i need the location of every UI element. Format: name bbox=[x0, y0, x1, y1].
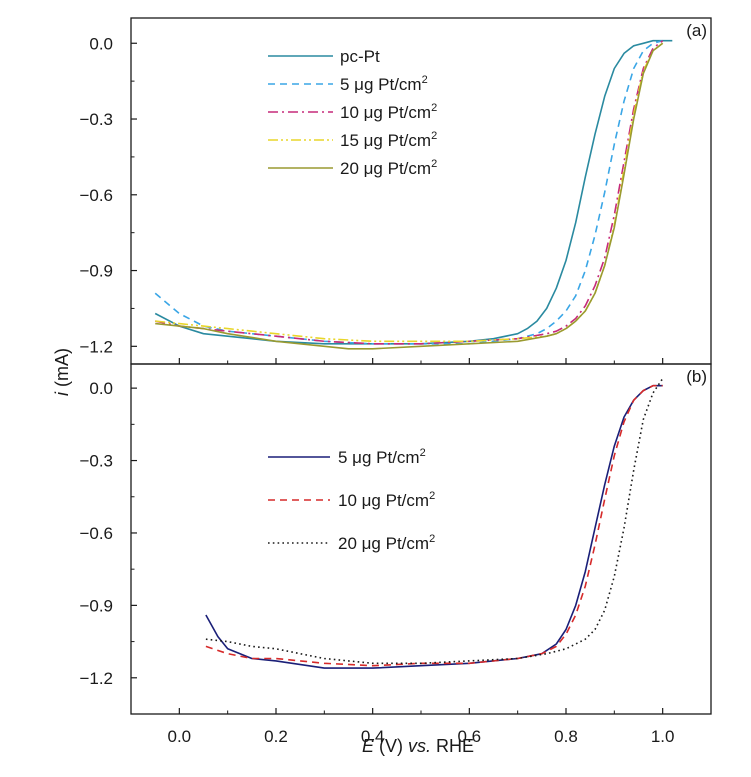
series-line-b-pt-20 bbox=[205, 378, 664, 665]
legend-label-text: 10 μg Pt/cm bbox=[340, 103, 431, 122]
legend-label-text: 10 μg Pt/cm bbox=[338, 491, 429, 510]
legend-label-text: 20 μg Pt/cm bbox=[340, 159, 431, 178]
series-line-b-pt-5 bbox=[205, 384, 663, 669]
x-axis-title: E (V) vs. RHE bbox=[362, 736, 474, 756]
y-tick-label: −1.2 bbox=[79, 337, 113, 356]
x-tick-label: 0.4 bbox=[361, 727, 385, 746]
legend-label-pt-15: 15 μg Pt/cm2 bbox=[340, 130, 437, 150]
legend-label-b-pt-10: 10 μg Pt/cm2 bbox=[338, 490, 435, 510]
series-line-pt-15 bbox=[155, 42, 664, 343]
series-line-pt-5 bbox=[154, 39, 663, 345]
x-tick-label: 0.2 bbox=[264, 727, 288, 746]
x-tick-label: 1.0 bbox=[651, 727, 675, 746]
y-axis-title: i (mA) bbox=[52, 348, 72, 396]
y-tick-label: −0.3 bbox=[79, 452, 113, 471]
legend-label-b-pt-20: 20 μg Pt/cm2 bbox=[338, 533, 435, 553]
y-tick-label: 0.0 bbox=[89, 379, 113, 398]
y-tick-label: −0.6 bbox=[79, 524, 113, 543]
x-tick-label: 0.8 bbox=[554, 727, 578, 746]
legend-label-b-pt-5: 5 μg Pt/cm2 bbox=[338, 447, 426, 467]
y-tick-label: −0.3 bbox=[79, 110, 113, 129]
legend-label-pc-pt: pc-Pt bbox=[340, 47, 380, 66]
legend-label-pt-5: 5 μg Pt/cm2 bbox=[340, 74, 428, 94]
panel-tag: (a) bbox=[686, 21, 707, 40]
x-axis-reference: RHE bbox=[431, 736, 474, 756]
legend-label-pt-20: 20 μg Pt/cm2 bbox=[340, 158, 437, 178]
legend-label-text: 20 μg Pt/cm bbox=[338, 534, 429, 553]
y-tick-label: −1.2 bbox=[79, 669, 113, 688]
legend-label-superscript: 2 bbox=[431, 102, 437, 114]
legend-label-pt-10: 10 μg Pt/cm2 bbox=[340, 102, 437, 122]
x-axis-versus: vs. bbox=[408, 736, 431, 756]
panel-b: 0.0 −0.3 −0.6 −0.9 −1.2 0.0 0.2 0.4 0.6 0.8 1.0 5 μ… bbox=[79, 363, 712, 746]
legend-label-superscript: 2 bbox=[420, 447, 426, 459]
y-tick-label: 0.0 bbox=[89, 34, 113, 53]
y-axis-symbol: i bbox=[52, 391, 72, 396]
y-tick-label: −0.9 bbox=[79, 262, 113, 281]
legend-label-text: 5 μg Pt/cm bbox=[338, 448, 420, 467]
x-tick-label: 0.0 bbox=[168, 727, 192, 746]
plot-frame bbox=[130, 17, 712, 365]
x-tick-label: 0.6 bbox=[458, 727, 482, 746]
series-line-pt-10 bbox=[155, 40, 664, 345]
legend-label-text: pc-Pt bbox=[340, 47, 380, 66]
legend-label-text: 5 μg Pt/cm bbox=[340, 75, 422, 94]
series-line-pt-20 bbox=[155, 42, 664, 350]
y-axis-unit: (mA) bbox=[52, 348, 72, 392]
legend-label-text: 15 μg Pt/cm bbox=[340, 131, 431, 150]
y-tick-label: −0.9 bbox=[79, 596, 113, 615]
x-axis-symbol: E bbox=[362, 736, 375, 756]
legend-label-superscript: 2 bbox=[429, 490, 435, 502]
legend-label-superscript: 2 bbox=[422, 74, 428, 86]
legend-label-superscript: 2 bbox=[431, 130, 437, 142]
panel-tag: (b) bbox=[686, 367, 707, 386]
x-axis-unit: (V) bbox=[374, 736, 408, 756]
legend-label-superscript: 2 bbox=[431, 158, 437, 170]
y-tick-label: −0.6 bbox=[79, 186, 113, 205]
legend-label-superscript: 2 bbox=[429, 533, 435, 545]
series-line-b-pt-10 bbox=[205, 384, 663, 667]
